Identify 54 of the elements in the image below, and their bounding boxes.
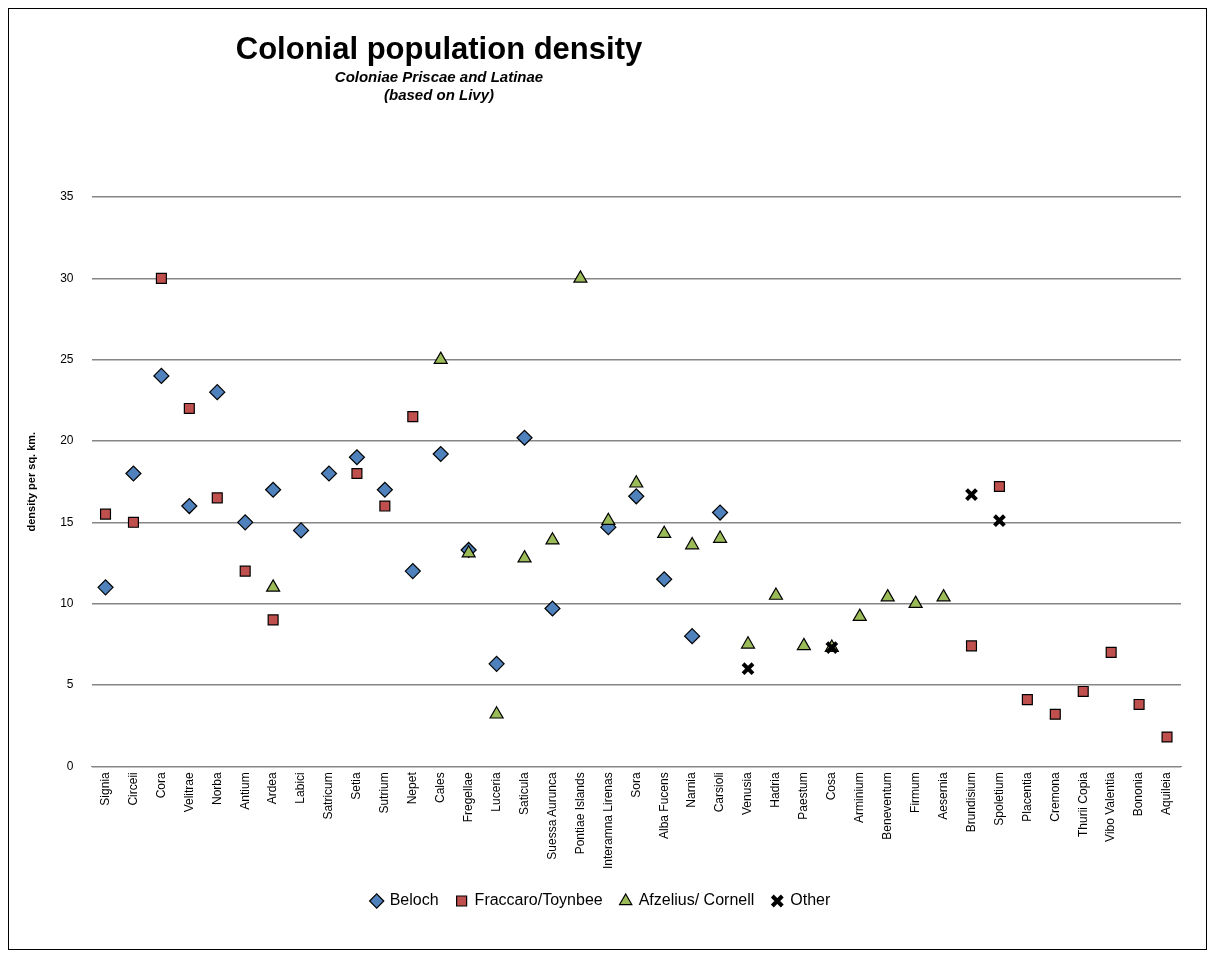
x-tick-label: Setia [349,771,364,800]
x-tick-label: Carsioli [712,772,727,813]
x-tick-label: Luceria [488,771,503,812]
y-tick-label: 5 [66,677,74,692]
x-tick-label: Venusia [740,771,755,815]
x-tick-label: Bononia [1131,771,1146,817]
chart-subtitle: Coloniae Priscae and Latinae (based on Livy) [333,68,545,103]
x-tick-label: Nepet [405,771,420,805]
y-tick-label: 0 [66,758,74,773]
x-tick-label: Labici [293,772,308,804]
x-tick-label: Spoletium [991,772,1006,826]
x-tick-label: Sora [628,771,643,798]
y-tick-label: 15 [60,514,74,529]
x-tick-label: Paestum [796,772,811,820]
legend-label: Afzelius/ Cornell [638,891,755,909]
y-tick-label: 10 [60,595,74,610]
x-tick-label: Aquileia [1159,771,1174,815]
x-tick-label: Cales [433,772,448,803]
x-tick-label: Placentia [1019,771,1034,822]
x-tick-label: Cremona [1047,771,1062,822]
x-tick-label: Firmum [907,772,922,813]
x-tick-label: Pontiae Islands [572,772,587,855]
chart-title: Colonial population density [234,31,644,67]
x-tick-label: Vibo Valentia [1103,771,1118,842]
y-tick-label: 35 [60,189,74,204]
x-tick-label: Beneventum [880,772,894,840]
x-tick-label: Ardea [265,771,280,805]
x-tick-label: Aesernia [935,771,950,820]
x-tick-label: Suessa Aurunca [544,771,559,860]
y-axis-title: density per sq. km. [24,431,37,532]
y-tick-label: 25 [60,351,74,366]
x-tick-label: Narnia [684,771,699,808]
x-tick-label: Satricum [321,772,336,820]
x-tick-label: Signia [97,771,112,806]
x-tick-label: Saticula [516,771,531,815]
x-tick-label: Circeii [125,772,140,806]
y-tick-label: 30 [60,270,74,285]
x-tick-label: Fregellae [460,771,475,823]
x-tick-label: Hadria [768,771,783,808]
x-tick-label: Sutrium [377,772,392,814]
x-tick-label: Brundisium [963,772,978,833]
legend-label: Fraccaro/Toynbee [474,891,603,909]
x-tick-label: Cora [153,771,168,799]
x-tick-label: Norba [209,771,224,805]
x-tick-label: Thurii Copia [1075,771,1090,837]
legend-label: Beloch [389,891,439,909]
x-tick-label: Antium [237,772,252,810]
y-tick-label: 20 [60,433,74,448]
legend-label: Other [790,891,831,909]
x-tick-label: Interamna Lirenas [600,772,615,870]
x-tick-label: Arminium [852,772,867,823]
x-tick-label: Alba Fucens [656,772,671,839]
x-tick-label: Velitrae [181,771,196,813]
x-tick-label: Cosa [824,771,839,801]
